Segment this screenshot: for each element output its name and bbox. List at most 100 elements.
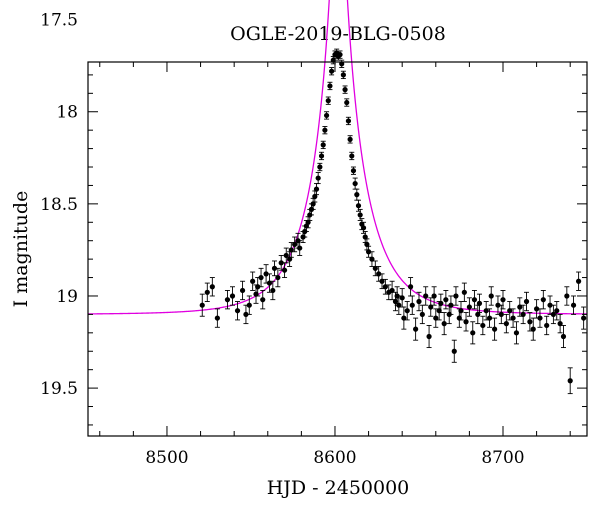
data-marker	[287, 256, 293, 262]
data-marker	[550, 311, 556, 318]
data-marker	[204, 289, 210, 295]
data-marker	[448, 302, 454, 308]
data-point	[320, 140, 326, 150]
data-point	[537, 308, 543, 328]
data-point	[239, 280, 246, 301]
data-marker	[360, 225, 367, 231]
data-point	[510, 308, 516, 328]
data-point	[533, 299, 540, 319]
data-point	[476, 293, 483, 314]
data-marker	[567, 378, 573, 384]
data-marker	[570, 302, 577, 308]
data-point	[349, 151, 355, 161]
data-point	[350, 166, 357, 175]
data-point	[250, 271, 256, 291]
data-marker	[495, 302, 501, 308]
data-point	[292, 236, 298, 253]
data-point	[317, 162, 323, 172]
data-point	[433, 308, 439, 328]
data-marker	[423, 293, 429, 299]
data-point	[323, 111, 330, 120]
data-marker	[354, 192, 360, 198]
data-marker	[315, 175, 321, 181]
data-marker	[382, 284, 388, 290]
y-axis-label: I magnitude	[10, 191, 32, 308]
data-marker	[517, 304, 523, 310]
data-point	[466, 297, 472, 317]
data-marker	[409, 302, 415, 308]
data-point	[513, 321, 520, 345]
data-point	[224, 290, 231, 310]
data-point	[503, 313, 509, 334]
data-point	[288, 242, 294, 258]
x-tick-label: 8700	[481, 448, 524, 468]
data-point	[214, 308, 220, 328]
data-marker	[471, 297, 478, 303]
data-marker	[451, 348, 457, 354]
data-marker	[466, 304, 472, 310]
data-marker	[581, 315, 587, 321]
data-point	[564, 286, 570, 306]
data-marker	[372, 265, 378, 271]
data-point	[426, 325, 432, 349]
data-marker	[547, 302, 553, 308]
model-curve-layer	[87, 0, 587, 315]
data-marker	[199, 302, 205, 308]
data-point	[297, 240, 303, 256]
data-marker	[278, 260, 284, 266]
data-point	[443, 290, 449, 310]
data-marker	[327, 83, 333, 89]
data-marker	[239, 287, 246, 294]
data-point	[362, 231, 368, 244]
data-point	[271, 260, 278, 277]
data-marker	[271, 265, 278, 271]
data-point	[475, 304, 481, 325]
data-marker	[453, 293, 459, 299]
data-marker	[288, 247, 294, 253]
data-point	[461, 282, 467, 302]
data-point	[547, 295, 553, 315]
data-point	[260, 290, 266, 310]
y-tick-label: 19	[56, 287, 78, 307]
data-marker	[255, 284, 261, 290]
data-marker	[557, 321, 563, 327]
data-marker	[564, 293, 570, 299]
data-point	[258, 267, 264, 288]
data-point	[470, 321, 476, 345]
data-point	[438, 293, 444, 314]
data-point	[209, 277, 215, 297]
data-marker	[575, 278, 582, 284]
data-marker	[407, 284, 414, 290]
data-point	[329, 67, 335, 76]
data-point	[488, 286, 494, 306]
data-point	[557, 313, 563, 334]
y-tick-label: 18	[56, 103, 78, 123]
data-marker	[488, 293, 494, 299]
data-point	[491, 317, 498, 341]
data-point	[234, 301, 241, 321]
data-point	[413, 317, 419, 341]
data-marker	[322, 127, 328, 133]
data-marker	[530, 326, 536, 332]
data-marker	[337, 52, 343, 58]
data-point	[441, 312, 447, 336]
data-marker	[258, 274, 264, 281]
data-point	[451, 339, 457, 363]
y-tick-label: 17.5	[40, 11, 78, 31]
data-point	[500, 290, 506, 310]
data-point	[327, 81, 333, 91]
data-point	[423, 286, 429, 306]
data-point	[486, 308, 493, 328]
data-point	[448, 295, 454, 315]
data-marker	[396, 302, 402, 308]
data-marker	[419, 311, 425, 318]
data-point	[527, 312, 533, 332]
data-marker	[270, 287, 276, 294]
data-marker	[229, 293, 236, 299]
data-point	[340, 70, 346, 80]
data-point	[246, 295, 252, 315]
data-marker	[483, 308, 489, 314]
data-marker	[310, 201, 316, 207]
data-points-layer	[199, 48, 587, 395]
